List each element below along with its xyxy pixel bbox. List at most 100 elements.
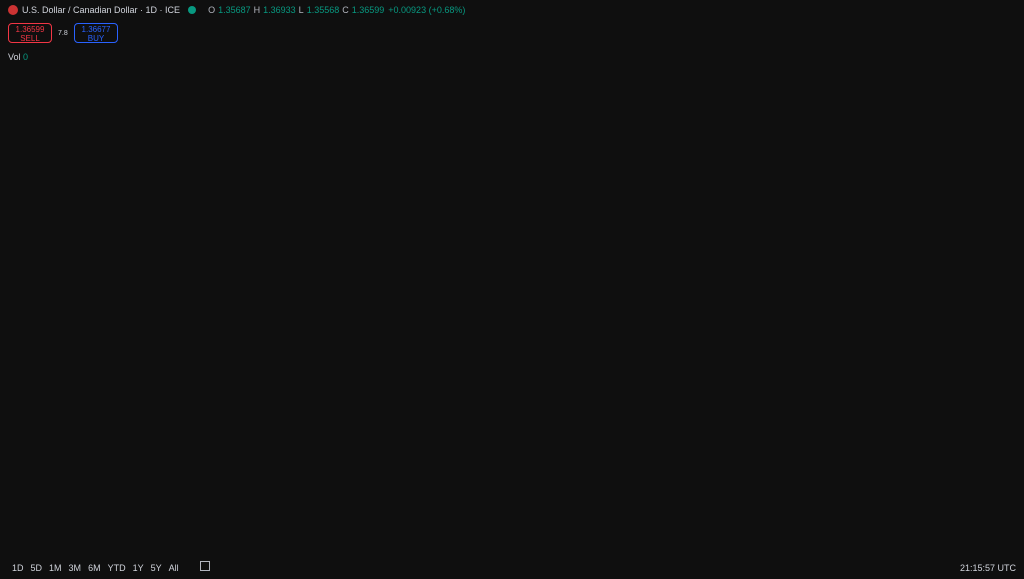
candle-body [409,419,417,427]
candle-body [532,355,540,363]
last-price-label: 1.36599 [985,302,1018,312]
range-button[interactable]: 1D [12,563,24,573]
logo: TradingView [12,512,94,528]
x-tick-label: 11 [41,540,50,550]
range-button[interactable]: 5D [30,563,43,573]
ohlc-value: 1.36933 [263,5,296,15]
x-tick-label: 13 [950,540,960,550]
candle-body [348,341,356,359]
x-tick-label: 19 [317,540,327,550]
y-tick-label: 1.38500 [987,174,1020,184]
range-button[interactable]: All [168,563,179,573]
flag-icon [8,5,18,15]
candle-body [93,281,101,295]
candle-body [797,193,805,207]
candle-body [134,213,142,227]
candle-body [695,284,703,322]
ohlc-key: H [253,5,261,15]
change: +0.00923 (+0.68%) [388,5,466,15]
range-button[interactable]: 6M [88,563,101,573]
candle-body [52,321,60,326]
candle-body [736,220,744,238]
ohlc-value: 1.36599 [351,5,385,15]
candle-body [787,193,795,207]
range-button[interactable]: YTD [107,563,126,573]
x-tick-label: 11 [715,540,724,550]
candle-body [215,165,223,194]
range-button[interactable]: 5Y [150,563,162,573]
candle-body [563,369,571,387]
candle-body [266,257,274,268]
x-tick-label: Oct [631,540,646,550]
range-button[interactable]: 3M [68,563,82,573]
candle-body [665,369,673,383]
x-tick-label: Sep [416,540,432,550]
candle-body [644,413,652,420]
candle-body [757,220,765,248]
y-tick-label: 1.36500 [987,309,1020,319]
candle-body [501,355,509,366]
settings-icon[interactable] [997,540,1007,550]
range-button[interactable]: 1Y [132,563,144,573]
y-tick-label: 1.40500 [987,38,1020,48]
candle-body [175,179,183,187]
x-tick-label: 7 [237,540,242,550]
candle-body [83,294,91,305]
candle-body [318,314,326,336]
candle-body [491,345,499,363]
range-button[interactable]: 1M [49,563,62,573]
candle-body [164,189,172,197]
x-tick-label: 13 [276,540,286,550]
date-range-icon[interactable] [200,561,210,571]
x-tick-label: 17 [756,540,766,550]
symbol-title[interactable]: U.S. Dollar / Canadian Dollar · 1D · ICE [22,5,181,15]
sell-button[interactable]: 1.36599 SELL [8,23,52,43]
candle-body [236,230,244,261]
buy-price: 1.36677 [81,25,111,34]
last-price-tag [979,301,1021,322]
symbol-header: U.S. Dollar / Canadian Dollar · 1D · ICE… [8,5,465,15]
candle-body [287,274,295,288]
clock[interactable]: 21:15:57 UTC [959,563,1016,573]
candle-body [869,121,877,129]
y-tick-label: 1.36000 [987,343,1020,353]
candle-body [603,426,611,434]
candle-body [399,426,407,434]
candle-body [552,348,560,383]
ohlc-value: 1.35568 [306,5,340,15]
sell-price: 1.36599 [15,25,45,34]
candle-body [522,355,530,361]
candle-body [940,125,948,136]
y-tick-label: 1.37000 [987,275,1020,285]
y-tick-label: 1.35000 [987,411,1020,421]
x-tick-label: 7 [911,540,916,550]
candle-body [460,369,468,414]
candle-body [920,145,928,173]
candle-body [389,433,397,454]
candle-body [848,138,856,149]
ohlc-key: L [298,5,304,15]
candle-body [42,321,50,329]
y-tick-label: 1.39500 [987,106,1020,116]
x-tick-label: 6 [462,540,467,550]
high-price-label: 1.40867 [985,14,1018,24]
candle-body [72,294,80,302]
level-line [371,452,670,456]
candle-body [777,193,785,217]
candle-body [103,260,111,282]
y-tick-label: 1.35500 [987,377,1020,387]
candle-body [614,402,622,437]
ohlc-key: C [342,5,349,15]
buy-button[interactable]: 1.36677 BUY [74,23,118,43]
candle-body [573,369,581,393]
y-tick-label: 1.41000 [987,5,1020,15]
candle-body [726,220,734,251]
candle-body [328,335,336,342]
candle-body [32,318,40,329]
candle-body [838,135,846,149]
candle-body [144,203,152,214]
x-tick-label: 23 [123,540,133,550]
candle-body [961,44,969,92]
candle-body [808,182,816,194]
